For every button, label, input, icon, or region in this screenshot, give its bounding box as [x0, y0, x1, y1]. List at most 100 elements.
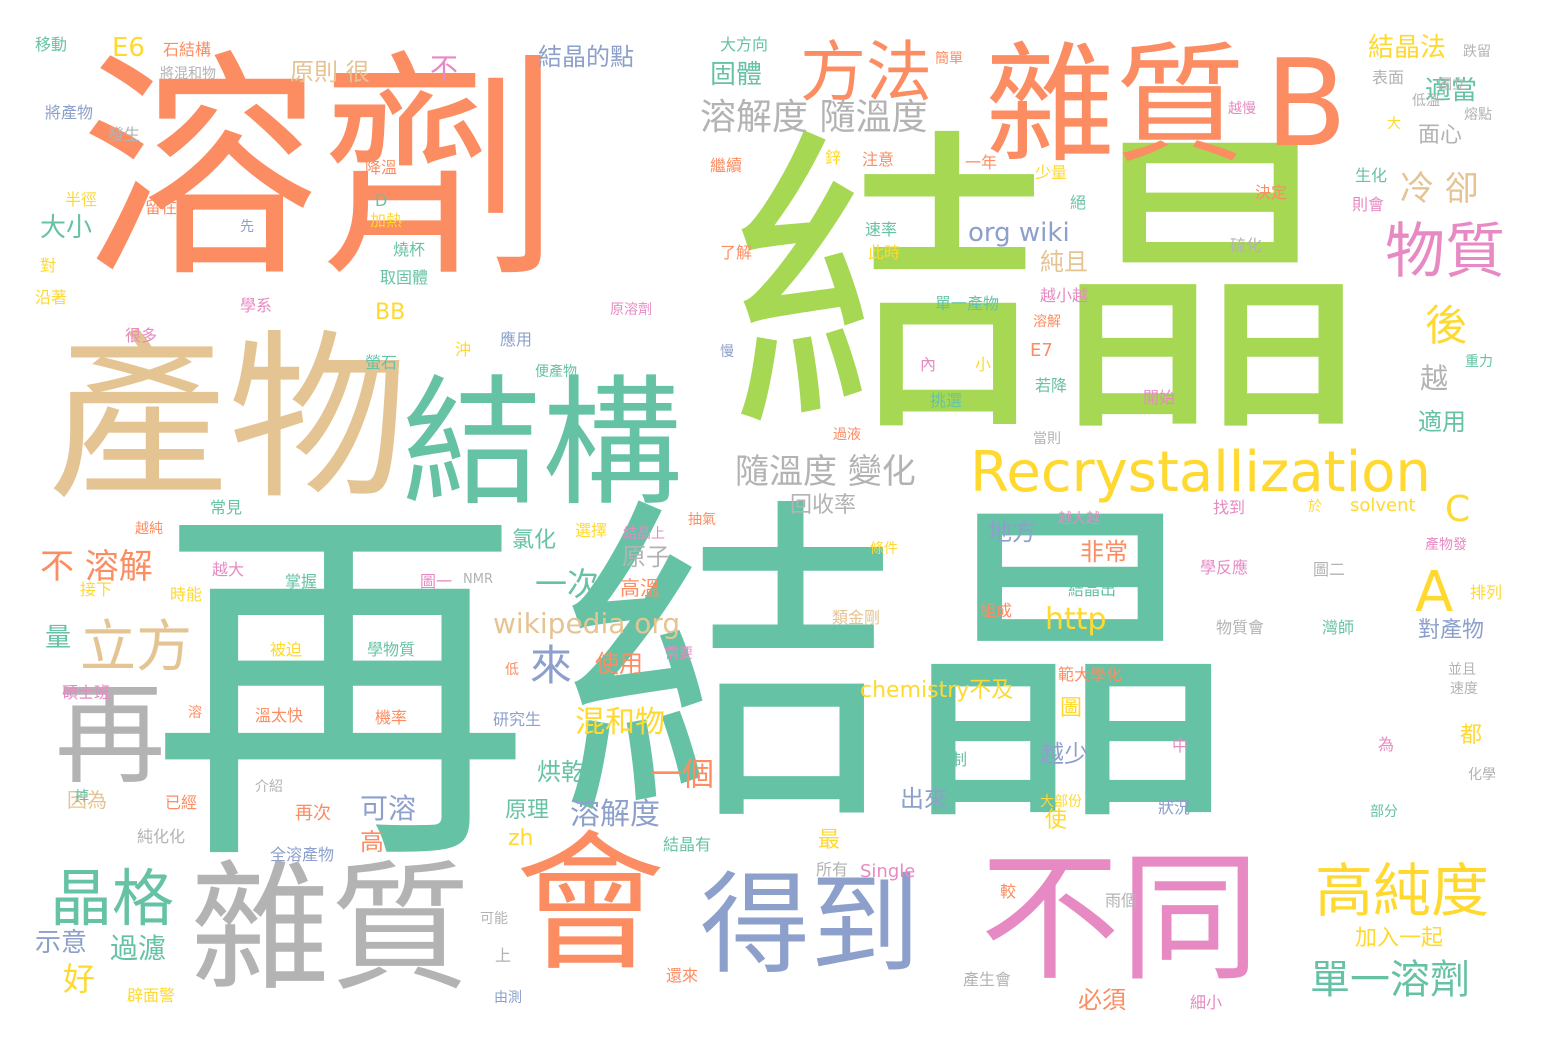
word: 學物質 — [367, 640, 416, 659]
word: 結晶有 — [663, 835, 712, 854]
word: 雜質 — [190, 848, 471, 1011]
word: 越大 — [212, 560, 245, 579]
word: 立方 — [80, 615, 192, 680]
word: 使用 — [595, 650, 643, 678]
word: 大部份 — [1040, 794, 1082, 810]
word: 硫化 — [1230, 236, 1263, 255]
word: 若降 — [1035, 376, 1068, 395]
word: 溶劑 — [80, 30, 561, 310]
word: 速度 — [1450, 681, 1478, 697]
word: 掌握 — [285, 572, 318, 591]
word: Single — [860, 861, 916, 882]
word: 產物 — [48, 315, 409, 524]
word: 絕 — [1070, 193, 1087, 212]
word: 重力 — [1465, 354, 1493, 370]
word: 量 — [45, 623, 72, 653]
word: E7 — [1030, 340, 1053, 361]
word: 原溶劑 — [610, 302, 652, 318]
word: 面心 — [1418, 123, 1463, 148]
word: 得到 — [700, 861, 920, 989]
word: 很多 — [125, 326, 158, 345]
word: 還來 — [666, 966, 699, 985]
word: 先 — [240, 219, 254, 235]
word: 低 — [505, 662, 519, 678]
word: 地方 — [988, 518, 1036, 546]
word: solvent — [1350, 495, 1416, 516]
word: 開始 — [1143, 388, 1176, 407]
word: 選擇 — [575, 521, 608, 540]
word: 再次 — [295, 803, 331, 824]
word: 必須 — [1078, 986, 1126, 1014]
word: 越 — [1420, 362, 1449, 395]
word: 細小 — [1190, 993, 1223, 1012]
word: 碩士班 — [62, 683, 111, 702]
word: 雜質 — [985, 29, 1246, 181]
word: 常見 — [210, 498, 243, 517]
word: 適用 — [1418, 408, 1466, 436]
word: 烘乾 — [537, 758, 585, 786]
word: 部分 — [1370, 804, 1398, 820]
word: 來 — [530, 641, 573, 690]
word: 燒杯 — [393, 240, 426, 259]
word: 學系 — [240, 296, 273, 315]
word: 為 — [1378, 735, 1395, 754]
word: 產生會 — [963, 970, 1012, 989]
word: 純且 — [1040, 248, 1088, 276]
word: 越大越 — [1058, 511, 1100, 527]
word: 會 — [515, 818, 666, 992]
word: 結晶 — [730, 104, 1370, 476]
word: 結晶法 — [1368, 33, 1447, 63]
word: 加熱 — [370, 211, 403, 230]
word: 單一產物 — [935, 294, 1000, 313]
word: 沿著 — [35, 288, 68, 307]
word: 氯化 — [512, 528, 557, 553]
word: 應用 — [500, 330, 533, 349]
word: 發生 — [108, 125, 141, 144]
word: 當則 — [1033, 431, 1061, 447]
word: 灣師 — [1322, 618, 1355, 637]
word: 原則 很 — [290, 58, 370, 86]
word: 溶解度 隨溫度 — [700, 97, 928, 138]
word: NMR — [463, 572, 493, 587]
word: 辟面警 — [127, 986, 176, 1005]
word: 結構 — [402, 363, 683, 526]
word: 混和物 — [575, 705, 665, 740]
word: 好 — [63, 960, 96, 998]
word: 中 — [1172, 736, 1189, 755]
word: 找到 — [1213, 498, 1246, 517]
word: 圖 — [1060, 696, 1083, 721]
word: 後 — [1425, 301, 1468, 350]
word: 將混和物 — [160, 66, 216, 82]
word: 簡單 — [935, 51, 963, 67]
word: 全溶產物 — [270, 845, 335, 864]
word: 需要 — [665, 646, 693, 662]
word: 國立 — [1438, 77, 1466, 93]
word: 小 — [975, 355, 992, 374]
word: 一次 — [535, 565, 600, 603]
word: 原理 — [505, 798, 550, 823]
word: 產物發 — [1425, 537, 1467, 553]
word: 已經 — [165, 793, 198, 812]
word: 越小越 — [1040, 286, 1089, 305]
word: 高溫 — [620, 576, 660, 600]
word: 機率 — [375, 708, 408, 727]
word: 熔點 — [1464, 107, 1492, 123]
word: 物質會 — [1216, 618, 1265, 637]
word: 方法 — [800, 34, 932, 111]
word: 溶解 — [1033, 314, 1061, 330]
word: 學反應 — [1200, 558, 1249, 577]
word: 速率 — [865, 220, 898, 239]
word: 便產物 — [535, 364, 577, 380]
word: 沖 — [455, 340, 472, 359]
word: 純化化 — [137, 827, 186, 846]
word: wikipedia org — [493, 607, 681, 640]
word: http — [1045, 602, 1107, 637]
word: 再 — [150, 468, 530, 911]
word: 所有 — [816, 860, 849, 879]
word: 過液 — [833, 427, 861, 443]
word: 固體 — [710, 60, 763, 90]
word: 類金剛 — [832, 608, 881, 627]
word: 抽氣 — [688, 512, 716, 528]
word: 移動 — [35, 35, 68, 54]
